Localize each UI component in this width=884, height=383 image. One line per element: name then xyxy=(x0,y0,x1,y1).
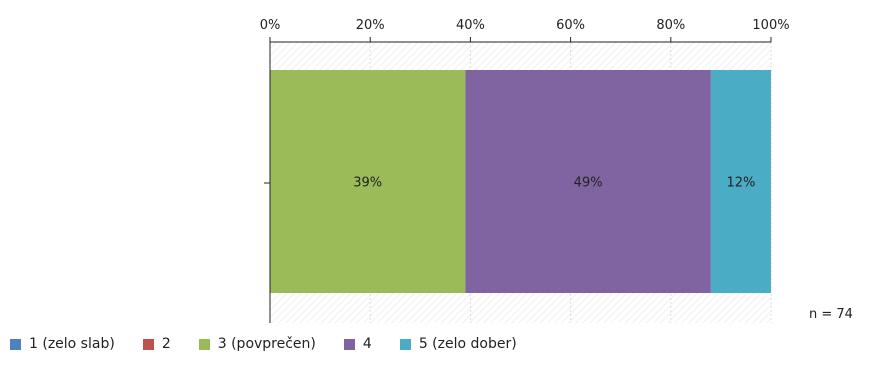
bar-segment xyxy=(710,70,771,293)
bar-segments xyxy=(270,70,771,293)
legend-swatch xyxy=(399,338,411,350)
x-axis-ticks: 0% 20% 40% 60% 80% 100% xyxy=(260,18,790,42)
legend-label: 4 xyxy=(362,336,372,352)
legend-label: 3 (povprečen) xyxy=(217,336,316,352)
x-tick-label: 80% xyxy=(656,18,685,33)
legend-item: 4 xyxy=(343,336,372,352)
legend-label: 2 xyxy=(161,336,171,352)
bar-data-label: 12% xyxy=(726,176,755,191)
x-tick-label: 100% xyxy=(752,18,789,33)
x-tick-label: 60% xyxy=(556,18,585,33)
legend-swatch xyxy=(198,338,210,350)
bar-data-label: 39% xyxy=(353,176,382,191)
legend-item: 1 (zelo slab) xyxy=(10,336,115,352)
legend-label: 5 (zelo dober) xyxy=(418,336,517,352)
legend-swatch xyxy=(343,338,355,350)
bar-segment xyxy=(270,70,466,293)
sample-size-label: n = 74 xyxy=(809,307,853,322)
legend-label: 1 (zelo slab) xyxy=(29,336,115,352)
legend: 1 (zelo slab) 2 3 (povprečen) 4 5 (zelo dobe… xyxy=(10,336,545,352)
bar-data-label: 49% xyxy=(574,176,603,191)
x-tick-label: 40% xyxy=(456,18,485,33)
data-labels: 39% 49% 12% xyxy=(353,176,755,191)
legend-swatch xyxy=(10,338,21,350)
legend-item: 5 (zelo dober) xyxy=(399,336,517,352)
legend-swatch xyxy=(142,338,154,350)
x-tick-label: 20% xyxy=(356,18,385,33)
legend-item: 2 xyxy=(142,336,171,352)
x-tick-label: 0% xyxy=(260,18,281,33)
legend-item: 3 (povprečen) xyxy=(198,336,316,352)
bar-segment xyxy=(465,70,711,293)
